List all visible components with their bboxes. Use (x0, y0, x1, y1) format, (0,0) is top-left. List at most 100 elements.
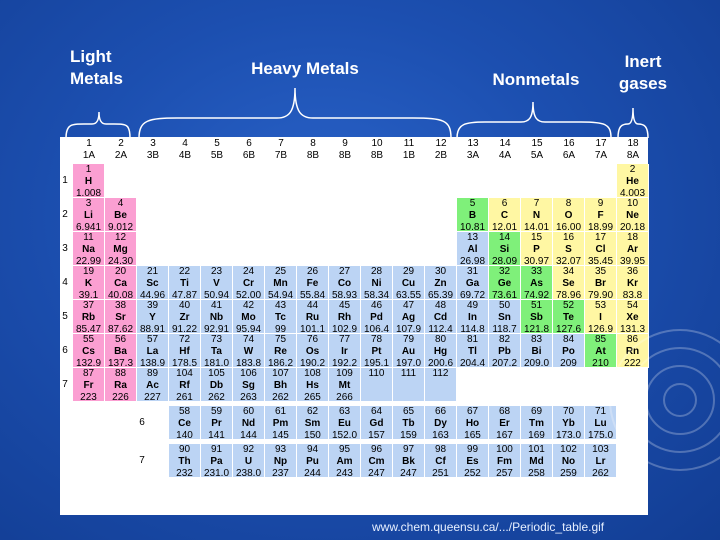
element-cell[interactable]: 25 Mn 54.94 (265, 266, 297, 301)
element-cell[interactable]: 104 Rf 261 (169, 368, 201, 403)
element-cell[interactable]: 68 Er 167 (489, 406, 521, 441)
element-cell[interactable]: 9 F 18.99 (585, 198, 617, 233)
element-cell[interactable]: 6 C 12.01 (489, 198, 521, 233)
element-cell[interactable]: 16 S 32.07 (553, 232, 585, 267)
element-cell[interactable]: 71 Lu 175.0 (585, 406, 617, 441)
element-cell[interactable]: 52 Te 127.6 (553, 300, 585, 335)
element-cell[interactable]: 53 I 126.9 (585, 300, 617, 335)
element-cell[interactable]: 103 Lr 262 (585, 444, 617, 479)
element-cell[interactable]: 57 La 138.9 (137, 334, 169, 369)
element-cell[interactable]: 32 Ge 73.61 (489, 266, 521, 301)
element-cell[interactable]: 75 Re 186.2 (265, 334, 297, 369)
element-cell[interactable]: 67 Ho 165 (457, 406, 489, 441)
element-cell[interactable]: 70 Yb 173.0 (553, 406, 585, 441)
element-cell[interactable]: 23 V 50.94 (201, 266, 233, 301)
element-cell[interactable]: 105 Db 262 (201, 368, 233, 403)
element-cell[interactable]: 81 Tl 204.4 (457, 334, 489, 369)
element-cell[interactable]: 54 Xe 131.3 (617, 300, 649, 335)
element-cell[interactable]: 28 Ni 58.34 (361, 266, 393, 301)
element-cell[interactable]: 49 In 114.8 (457, 300, 489, 335)
element-cell[interactable]: 8 O 16.00 (553, 198, 585, 233)
element-cell[interactable]: 1 H 1.008 (73, 164, 105, 199)
element-cell[interactable]: 56 Ba 137.3 (105, 334, 137, 369)
element-cell[interactable]: 17 Cl 35.45 (585, 232, 617, 267)
element-cell[interactable]: 30 Zn 65.39 (425, 266, 457, 301)
element-cell[interactable]: 79 Au 197.0 (393, 334, 425, 369)
element-cell[interactable]: 64 Gd 157 (361, 406, 393, 441)
element-cell[interactable]: 93 Np 237 (265, 444, 297, 479)
element-cell[interactable]: 106 Sg 263 (233, 368, 265, 403)
element-cell[interactable]: 69 Tm 169 (521, 406, 553, 441)
element-cell[interactable]: 40 Zr 91.22 (169, 300, 201, 335)
element-cell[interactable]: 10 Ne 20.18 (617, 198, 649, 233)
element-cell[interactable]: 43 Tc 99 (265, 300, 297, 335)
element-cell[interactable]: 21 Sc 44.96 (137, 266, 169, 301)
element-cell[interactable]: 26 Fe 55.84 (297, 266, 329, 301)
element-cell[interactable]: 87 Fr 223 (73, 368, 105, 403)
element-cell[interactable]: 90 Th 232 (169, 444, 201, 479)
element-cell[interactable]: 77 Ir 192.2 (329, 334, 361, 369)
element-cell[interactable]: 63 Eu 152.0 (329, 406, 361, 441)
element-cell[interactable]: 85 At 210 (585, 334, 617, 369)
element-cell[interactable]: 82 Pb 207.2 (489, 334, 521, 369)
element-cell[interactable]: 27 Co 58.93 (329, 266, 361, 301)
element-cell[interactable]: 5 B 10.81 (457, 198, 489, 233)
element-cell[interactable]: 24 Cr 52.00 (233, 266, 265, 301)
element-cell[interactable]: 47 Ag 107.9 (393, 300, 425, 335)
element-cell[interactable]: 12 Mg 24.30 (105, 232, 137, 267)
element-cell[interactable]: 18 Ar 39.95 (617, 232, 649, 267)
element-cell[interactable]: 66 Dy 163 (425, 406, 457, 441)
element-cell[interactable]: 19 K 39.1 (73, 266, 105, 301)
element-cell[interactable]: 13 Al 26.98 (457, 232, 489, 267)
element-cell[interactable]: 102 No 259 (553, 444, 585, 479)
element-cell[interactable]: 20 Ca 40.08 (105, 266, 137, 301)
element-cell[interactable]: 89 Ac 227 (137, 368, 169, 403)
element-cell[interactable]: 86 Rn 222 (617, 334, 649, 369)
element-cell[interactable]: 29 Cu 63.55 (393, 266, 425, 301)
element-cell[interactable]: 100 Fm 257 (489, 444, 521, 479)
element-cell[interactable]: 50 Sn 118.7 (489, 300, 521, 335)
element-cell[interactable]: 3 Li 6.941 (73, 198, 105, 233)
element-cell[interactable]: 74 W 183.8 (233, 334, 265, 369)
element-cell[interactable]: 65 Tb 159 (393, 406, 425, 441)
element-cell[interactable]: 22 Ti 47.87 (169, 266, 201, 301)
element-cell[interactable]: 91 Pa 231.0 (201, 444, 233, 479)
element-cell[interactable]: 101 Md 258 (521, 444, 553, 479)
element-cell[interactable]: 2 He 4.003 (617, 164, 649, 199)
element-cell[interactable]: 107 Bh 262 (265, 368, 297, 403)
element-cell[interactable]: 38 Sr 87.62 (105, 300, 137, 335)
element-cell[interactable]: 34 Se 78.96 (553, 266, 585, 301)
element-cell[interactable]: 37 Rb 85.47 (73, 300, 105, 335)
element-cell[interactable]: 59 Pr 141 (201, 406, 233, 441)
element-cell[interactable]: 95 Am 243 (329, 444, 361, 479)
element-cell[interactable]: 110 (361, 368, 393, 402)
element-cell[interactable]: 111 (393, 368, 425, 402)
element-cell[interactable]: 88 Ra 226 (105, 368, 137, 403)
element-cell[interactable]: 94 Pu 244 (297, 444, 329, 479)
element-cell[interactable]: 4 Be 9.012 (105, 198, 137, 233)
element-cell[interactable]: 97 Bk 247 (393, 444, 425, 479)
element-cell[interactable]: 108 Hs 265 (297, 368, 329, 403)
element-cell[interactable]: 60 Nd 144 (233, 406, 265, 441)
element-cell[interactable]: 39 Y 88.91 (137, 300, 169, 335)
element-cell[interactable]: 73 Ta 181.0 (201, 334, 233, 369)
element-cell[interactable]: 7 N 14.01 (521, 198, 553, 233)
element-cell[interactable]: 55 Cs 132.9 (73, 334, 105, 369)
element-cell[interactable]: 84 Po 209 (553, 334, 585, 369)
element-cell[interactable]: 14 Si 28.09 (489, 232, 521, 267)
element-cell[interactable]: 35 Br 79.90 (585, 266, 617, 301)
element-cell[interactable]: 72 Hf 178.5 (169, 334, 201, 369)
element-cell[interactable]: 11 Na 22.99 (73, 232, 105, 267)
element-cell[interactable]: 109 Mt 266 (329, 368, 361, 403)
element-cell[interactable]: 46 Pd 106.4 (361, 300, 393, 335)
element-cell[interactable]: 42 Mo 95.94 (233, 300, 265, 335)
element-cell[interactable]: 96 Cm 247 (361, 444, 393, 479)
element-cell[interactable]: 62 Sm 150 (297, 406, 329, 441)
element-cell[interactable]: 15 P 30.97 (521, 232, 553, 267)
element-cell[interactable]: 41 Nb 92.91 (201, 300, 233, 335)
element-cell[interactable]: 36 Kr 83.8 (617, 266, 649, 301)
element-cell[interactable]: 33 As 74.92 (521, 266, 553, 301)
element-cell[interactable]: 78 Pt 195.1 (361, 334, 393, 369)
element-cell[interactable]: 80 Hg 200.6 (425, 334, 457, 369)
element-cell[interactable]: 112 (425, 368, 457, 402)
